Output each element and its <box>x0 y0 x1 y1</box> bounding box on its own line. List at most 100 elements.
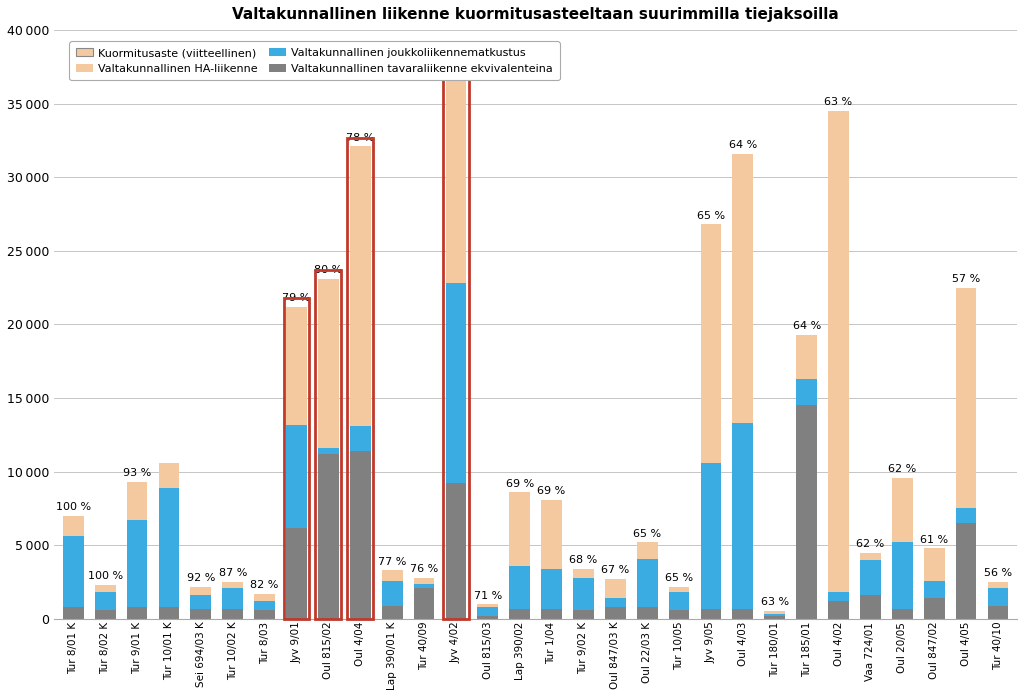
Bar <box>414 588 434 619</box>
Text: 63 %: 63 % <box>824 98 853 107</box>
Bar <box>190 595 211 608</box>
Text: 56 %: 56 % <box>984 569 1012 579</box>
Bar <box>669 592 689 610</box>
Bar <box>573 610 594 619</box>
Bar <box>732 608 754 619</box>
Bar <box>797 406 817 619</box>
Text: 93 %: 93 % <box>123 468 152 478</box>
Bar <box>955 509 977 523</box>
Text: 63 %: 63 % <box>761 597 788 607</box>
Text: 65 %: 65 % <box>697 210 725 221</box>
Text: 62 %: 62 % <box>856 539 885 549</box>
Bar <box>732 154 754 423</box>
Bar <box>573 578 594 610</box>
Text: 92 %: 92 % <box>186 573 215 583</box>
Bar <box>605 579 626 598</box>
Bar <box>477 604 498 607</box>
Bar <box>828 602 849 619</box>
Bar <box>445 74 466 283</box>
Bar <box>700 224 721 463</box>
Text: 77 %: 77 % <box>378 557 407 567</box>
Bar <box>700 608 721 619</box>
Bar <box>669 586 689 592</box>
Bar <box>987 588 1009 606</box>
Bar <box>509 608 530 619</box>
Text: 73 %: 73 % <box>441 61 470 70</box>
Bar <box>955 523 977 619</box>
Bar <box>573 569 594 578</box>
Bar <box>892 542 912 608</box>
Bar <box>350 146 371 426</box>
Title: Valtakunnallinen liikenne kuormitusasteeltaan suurimmilla tiejaksoilla: Valtakunnallinen liikenne kuormitusastee… <box>232 7 839 22</box>
Bar <box>62 607 84 619</box>
Bar <box>222 582 243 588</box>
Text: 100 %: 100 % <box>55 502 91 512</box>
Bar <box>764 616 785 619</box>
Bar <box>637 542 657 558</box>
Text: 80 %: 80 % <box>314 265 342 275</box>
Bar <box>509 566 530 608</box>
Text: 87 %: 87 % <box>218 569 247 579</box>
Bar <box>190 608 211 619</box>
Text: 62 %: 62 % <box>888 464 916 474</box>
Text: 71 %: 71 % <box>474 590 502 601</box>
Legend: Kuormitusaste (viitteellinen), Valtakunnallinen HA-liikenne, Valtakunnallinen jo: Kuormitusaste (viitteellinen), Valtakunn… <box>70 42 560 80</box>
Bar <box>222 608 243 619</box>
Bar <box>382 570 402 581</box>
Bar <box>509 492 530 566</box>
Bar <box>542 500 562 569</box>
Bar <box>254 594 275 602</box>
Text: 67 %: 67 % <box>601 565 630 576</box>
Bar <box>924 581 944 598</box>
Bar <box>732 423 754 608</box>
Text: 82 %: 82 % <box>251 580 279 590</box>
Text: 69 %: 69 % <box>538 486 565 496</box>
Bar <box>350 451 371 619</box>
Text: 61 %: 61 % <box>921 535 948 544</box>
Bar <box>127 520 147 607</box>
Bar <box>190 586 211 595</box>
Bar <box>764 611 785 614</box>
Bar <box>159 463 179 488</box>
Text: 65 %: 65 % <box>665 573 693 583</box>
Bar <box>414 584 434 588</box>
Bar <box>159 488 179 607</box>
Bar <box>445 484 466 619</box>
Bar <box>924 598 944 619</box>
Bar <box>955 288 977 509</box>
Text: 100 %: 100 % <box>88 572 123 581</box>
Bar <box>127 607 147 619</box>
Bar <box>828 111 849 592</box>
Bar <box>987 582 1009 588</box>
Bar <box>159 607 179 619</box>
Bar <box>542 608 562 619</box>
Text: 69 %: 69 % <box>506 479 534 489</box>
Text: 57 %: 57 % <box>952 274 980 284</box>
Bar <box>860 560 881 595</box>
Bar <box>700 463 721 608</box>
Bar <box>669 610 689 619</box>
Bar <box>414 578 434 584</box>
Bar <box>860 553 881 560</box>
Bar <box>477 616 498 619</box>
Text: 64 %: 64 % <box>729 140 757 150</box>
Bar <box>286 424 307 528</box>
Bar <box>797 335 817 379</box>
Bar <box>62 537 84 607</box>
Bar <box>987 606 1009 619</box>
Bar <box>254 602 275 610</box>
Bar <box>892 477 912 542</box>
Text: 78 %: 78 % <box>346 132 375 143</box>
Bar <box>254 610 275 619</box>
Bar <box>892 608 912 619</box>
Bar <box>318 279 339 448</box>
Bar <box>637 558 657 607</box>
Bar <box>95 610 116 619</box>
Bar <box>828 592 849 602</box>
Bar <box>924 549 944 581</box>
Bar <box>542 569 562 608</box>
Bar <box>95 592 116 610</box>
Bar <box>605 607 626 619</box>
Bar <box>286 528 307 619</box>
Bar <box>318 454 339 619</box>
